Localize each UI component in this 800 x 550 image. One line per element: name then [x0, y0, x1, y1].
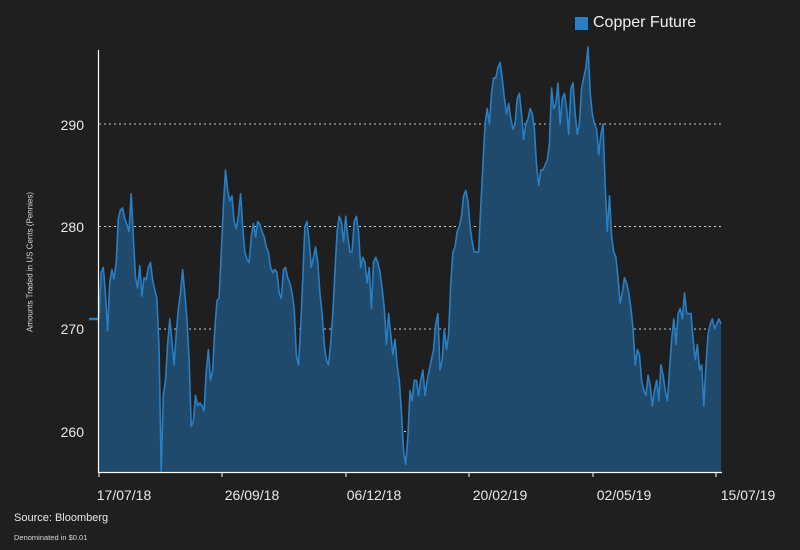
denomination-note: Denominated in $0.01 — [14, 533, 88, 542]
x-tick-label: 26/09/18 — [224, 487, 280, 503]
x-tick-label: 06/12/18 — [346, 487, 402, 503]
copper-future-line — [98, 46, 722, 473]
y-tick-260: 260 — [60, 424, 84, 440]
y-tick-290: 290 — [60, 117, 84, 133]
y-axis-label: Amounts Traded in US Cents (Pennies) — [25, 191, 35, 333]
legend-label: Copper Future — [593, 14, 697, 31]
source-label: Source: Bloomberg — [14, 512, 109, 524]
x-tick-marks — [98, 472, 717, 477]
x-tick-label: 15/07/19 — [720, 487, 776, 503]
x-tick-label: 17/07/18 — [96, 487, 152, 503]
y-tick-270: 270 — [60, 321, 84, 337]
x-tick-label: 02/05/19 — [596, 487, 652, 503]
legend: Copper Future — [575, 14, 696, 32]
legend-swatch — [575, 16, 588, 30]
x-tick-label: 20/02/19 — [472, 487, 528, 503]
y-tick-280: 280 — [60, 219, 84, 235]
copper-future-area — [99, 47, 721, 472]
